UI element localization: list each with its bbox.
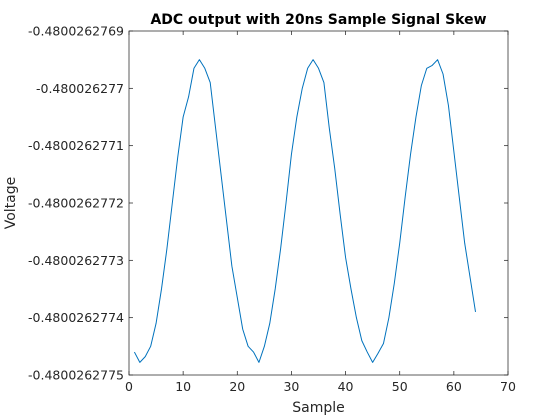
y-axis-label: Voltage <box>3 177 19 230</box>
y-tick-label: -0.4800262775 <box>28 368 124 383</box>
x-tick-label: 0 <box>125 379 133 394</box>
x-tick-label: 70 <box>500 379 516 394</box>
y-tick-label: -0.4800262771 <box>28 138 124 153</box>
chart-title: ADC output with 20ns Sample Signal Skew <box>150 12 486 28</box>
x-tick-label: 40 <box>338 379 354 394</box>
x-tick-label: 50 <box>392 379 408 394</box>
y-tick-label: -0.4800262773 <box>28 253 124 268</box>
y-tick-label: -0.480026277 <box>36 81 124 96</box>
axis-tick-labels: 0 10 20 30 40 50 60 70 -0.4800262769 -0.480026277… <box>28 24 516 395</box>
x-tick-label: 10 <box>175 379 191 394</box>
y-tick-label: -0.4800262769 <box>28 24 124 39</box>
x-tick-label: 60 <box>446 379 462 394</box>
axes-box <box>128 30 509 376</box>
x-tick-label: 30 <box>283 379 299 394</box>
y-tick-label: -0.4800262772 <box>28 196 124 211</box>
x-tick-label: 20 <box>229 379 245 394</box>
x-axis-label: Sample <box>292 400 345 416</box>
y-tick-label: -0.4800262774 <box>28 310 124 325</box>
series-line <box>133 59 477 363</box>
plot-area <box>129 31 508 375</box>
